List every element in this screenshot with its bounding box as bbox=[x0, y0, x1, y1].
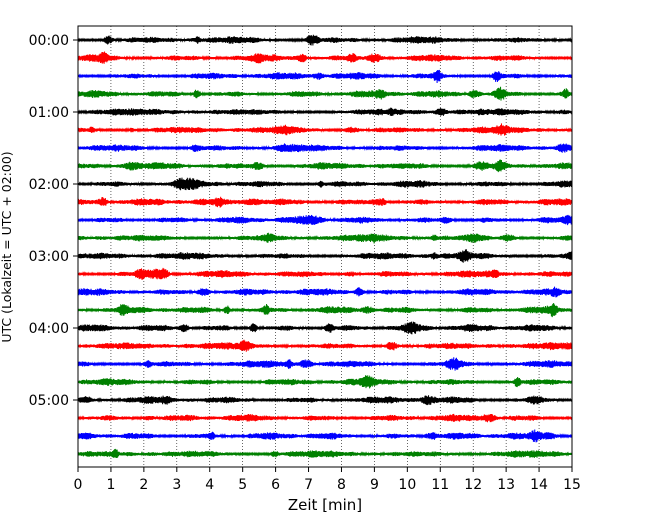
x-tick-label-0: 0 bbox=[74, 477, 83, 493]
x-tick-label-12: 12 bbox=[464, 477, 482, 493]
y-axis-ticks: 00:00 01:00 02:00 03:00 04:00 05:00 bbox=[29, 33, 78, 409]
x-tick-label-7: 7 bbox=[304, 477, 313, 493]
trace-0330 bbox=[77, 286, 573, 298]
y-tick-label-0: 00:00 bbox=[29, 33, 69, 49]
x-axis-ticks: 0 1 2 3 4 5 6 7 8 9 10 11 12 13 14 15 bbox=[74, 467, 581, 493]
y-tick-label-3: 03:00 bbox=[29, 249, 69, 265]
y-tick-label-5: 05:00 bbox=[29, 393, 69, 409]
x-tick-label-14: 14 bbox=[530, 477, 548, 493]
x-tick-label-9: 9 bbox=[370, 477, 379, 493]
x-tick-label-3: 3 bbox=[172, 477, 181, 493]
trace-0530 bbox=[77, 429, 573, 443]
x-tick-label-15: 15 bbox=[563, 477, 581, 493]
x-tick-label-4: 4 bbox=[205, 477, 214, 493]
traces bbox=[77, 34, 573, 459]
y-axis-label: UTC (Lokalzeit = UTC + 02:00) bbox=[0, 151, 14, 342]
x-tick-label-2: 2 bbox=[139, 477, 148, 493]
x-axis-label: Zeit [min] bbox=[288, 496, 362, 514]
trace-0345 bbox=[77, 303, 573, 318]
x-tick-label-11: 11 bbox=[431, 477, 449, 493]
x-tick-label-8: 8 bbox=[337, 477, 346, 493]
trace-0215 bbox=[77, 196, 573, 208]
plot-frame bbox=[77, 25, 573, 468]
trace-0045 bbox=[77, 86, 573, 101]
trace-0030 bbox=[77, 69, 573, 83]
trace-0100 bbox=[77, 107, 573, 116]
trace-0230 bbox=[77, 214, 573, 226]
y-tick-label-4: 04:00 bbox=[29, 321, 69, 337]
trace-0500 bbox=[77, 395, 573, 406]
trace-0400 bbox=[77, 321, 573, 335]
trace-0300 bbox=[77, 249, 573, 263]
x-tick-label-6: 6 bbox=[271, 477, 280, 493]
trace-0200 bbox=[77, 177, 573, 191]
trace-0445 bbox=[77, 375, 573, 389]
trace-0130 bbox=[77, 143, 573, 153]
trace-0115 bbox=[77, 123, 573, 136]
y-tick-label-2: 02:00 bbox=[29, 177, 69, 193]
trace-0315 bbox=[77, 267, 573, 280]
trace-0545 bbox=[77, 448, 573, 459]
trace-0430 bbox=[77, 357, 573, 371]
y-tick-label-1: 01:00 bbox=[29, 105, 69, 121]
x-tick-label-1: 1 bbox=[106, 477, 115, 493]
x-tick-label-5: 5 bbox=[238, 477, 247, 493]
trace-0015 bbox=[77, 51, 573, 64]
x-tick-label-13: 13 bbox=[497, 477, 515, 493]
trace-0515 bbox=[77, 413, 573, 423]
trace-0000 bbox=[77, 34, 573, 46]
trace-0415 bbox=[77, 339, 573, 352]
trace-0145 bbox=[77, 159, 573, 173]
x-tick-label-10: 10 bbox=[398, 477, 416, 493]
trace-0245 bbox=[77, 232, 573, 244]
